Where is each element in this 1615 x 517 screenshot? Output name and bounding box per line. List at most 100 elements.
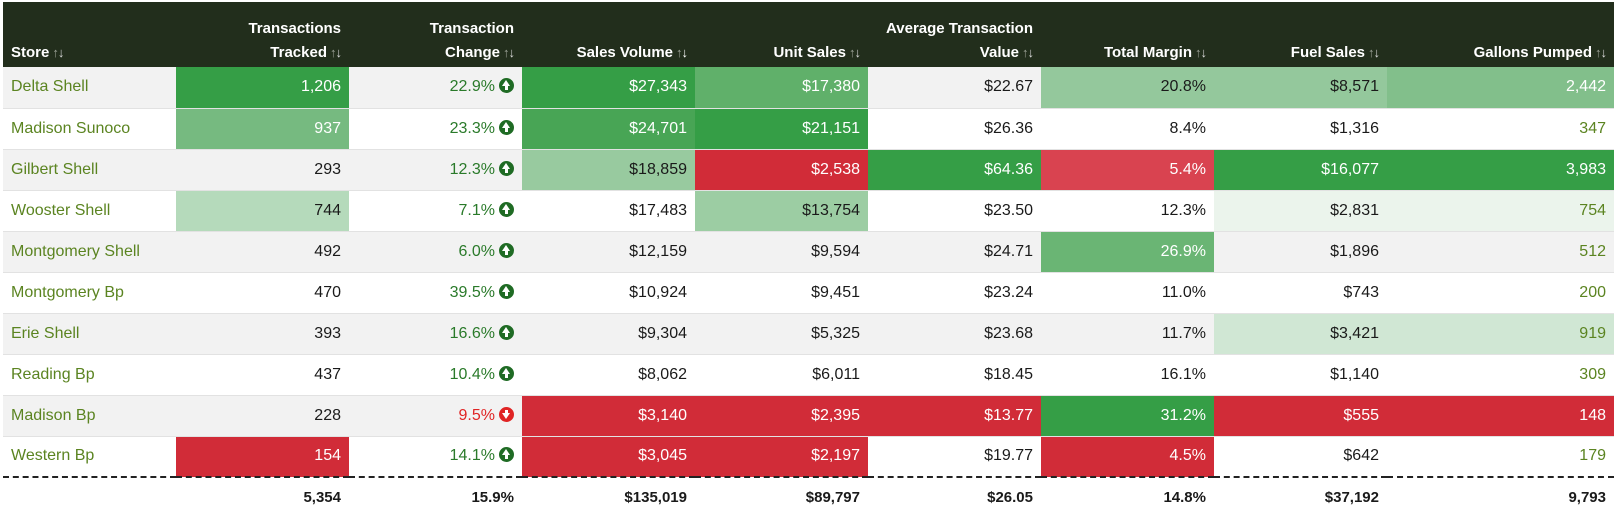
gallons-pumped-cell: 309 — [1387, 354, 1614, 396]
sales-volume-cell: $9,304 — [522, 313, 695, 355]
sort-icon[interactable]: ↑↓ — [52, 45, 64, 60]
change-value: 10.4% — [449, 365, 495, 383]
change-value: 16.6% — [449, 324, 495, 342]
table-row: Montgomery Shell 492 6.0% $12,159 $9,594… — [3, 231, 1614, 273]
fuel-sales-cell: $3,421 — [1214, 313, 1387, 355]
fuel-sales-cell: $743 — [1214, 272, 1387, 314]
sales-volume-cell: $10,924 — [522, 272, 695, 314]
header-transaction-change[interactable]: Transaction Change ↑↓ — [349, 2, 522, 67]
transaction-change-cell: 9.5% — [349, 395, 522, 437]
sort-icon[interactable]: ↑↓ — [330, 45, 342, 60]
gallons-pumped-cell: 754 — [1387, 190, 1614, 232]
table-header: Store ↑↓ Transactions Tracked ↑↓ Transactio… — [3, 2, 1614, 67]
change-value: 7.1% — [458, 201, 495, 219]
store-name[interactable]: Reading Bp — [3, 354, 176, 396]
gallons-pumped-cell: 347 — [1387, 108, 1614, 150]
sort-icon[interactable]: ↑↓ — [1595, 45, 1607, 60]
total-margin-cell: 31.2% — [1041, 395, 1214, 437]
header-store[interactable]: Store ↑↓ — [3, 2, 176, 67]
totals-row: 5,354 15.9% $135,019 $89,797 $26.05 14.8… — [3, 476, 1614, 517]
header-average-transaction-value[interactable]: Average Transaction Value ↑↓ — [868, 2, 1041, 67]
transactions-tracked-cell: 393 — [176, 313, 349, 355]
header-store-label: Store — [11, 44, 50, 61]
total-margin-cell: 26.9% — [1041, 231, 1214, 273]
sales-volume-cell: $18,859 — [522, 149, 695, 191]
arrow-up-icon — [499, 201, 514, 217]
total-margin-cell: 11.0% — [1041, 272, 1214, 314]
sales-volume-cell: $12,159 — [522, 231, 695, 273]
header-fuel-sales-label: Fuel Sales — [1290, 44, 1365, 61]
arrow-up-icon — [499, 283, 514, 299]
arrow-up-icon — [499, 447, 514, 463]
average-transaction-cell: $23.50 — [868, 190, 1041, 232]
arrow-down-icon — [499, 406, 514, 422]
fuel-sales-cell: $642 — [1214, 436, 1387, 478]
transactions-tracked-cell: 154 — [176, 436, 349, 478]
header-transactions-tracked-line1: Transactions — [248, 20, 341, 37]
table-row: Wooster Shell 744 7.1% $17,483 $13,754 $… — [3, 190, 1614, 232]
header-transactions-tracked[interactable]: Transactions Tracked ↑↓ — [176, 2, 349, 67]
total-margin-cell: 12.3% — [1041, 190, 1214, 232]
table-row: Madison Sunoco 937 23.3% $24,701 $21,151… — [3, 108, 1614, 150]
store-table: Store ↑↓ Transactions Tracked ↑↓ Transactio… — [3, 2, 1614, 517]
header-fuel-sales[interactable]: Fuel Sales ↑↓ — [1214, 2, 1387, 67]
store-name[interactable]: Madison Sunoco — [3, 108, 176, 150]
header-sales-volume[interactable]: Sales Volume ↑↓ — [522, 2, 695, 67]
change-value: 23.3% — [449, 119, 495, 137]
sort-icon[interactable]: ↑↓ — [1022, 45, 1034, 60]
change-value: 6.0% — [458, 242, 495, 260]
transactions-tracked-cell: 228 — [176, 395, 349, 437]
sort-icon[interactable]: ↑↓ — [1368, 45, 1380, 60]
store-name[interactable]: Delta Shell — [3, 67, 176, 109]
store-name[interactable]: Madison Bp — [3, 395, 176, 437]
unit-sales-cell: $2,538 — [695, 149, 868, 191]
sort-icon[interactable]: ↑↓ — [1195, 45, 1207, 60]
arrow-up-icon — [499, 242, 514, 258]
fuel-sales-cell: $8,571 — [1214, 67, 1387, 109]
fuel-sales-cell: $16,077 — [1214, 149, 1387, 191]
store-name[interactable]: Montgomery Shell — [3, 231, 176, 273]
transactions-tracked-cell: 293 — [176, 149, 349, 191]
transactions-tracked-cell: 492 — [176, 231, 349, 273]
header-unit-sales[interactable]: Unit Sales ↑↓ — [695, 2, 868, 67]
change-value: 12.3% — [449, 160, 495, 178]
table-row: Erie Shell 393 16.6% $9,304 $5,325 $23.6… — [3, 313, 1614, 355]
change-value: 22.9% — [449, 78, 495, 96]
header-sales-volume-label: Sales Volume — [576, 44, 673, 61]
sort-icon[interactable]: ↑↓ — [503, 45, 515, 60]
unit-sales-cell: $6,011 — [695, 354, 868, 396]
unit-sales-cell: $9,451 — [695, 272, 868, 314]
fuel-sales-cell: $1,316 — [1214, 108, 1387, 150]
unit-sales-cell: $2,395 — [695, 395, 868, 437]
transaction-change-cell: 16.6% — [349, 313, 522, 355]
arrow-up-icon — [499, 160, 514, 176]
arrow-up-icon — [499, 78, 514, 94]
table-row: Western Bp 154 14.1% $3,045 $2,197 $19.7… — [3, 436, 1614, 478]
gallons-pumped-cell: 200 — [1387, 272, 1614, 314]
table-body: Delta Shell 1,206 22.9% $27,343 $17,380 … — [3, 67, 1614, 478]
table-row: Reading Bp 437 10.4% $8,062 $6,011 $18.4… — [3, 354, 1614, 396]
header-average-transaction-line1: Average Transaction — [885, 20, 1033, 37]
total-transaction-change: 15.9% — [349, 476, 522, 517]
total-unit-sales: $89,797 — [695, 476, 868, 517]
unit-sales-cell: $2,197 — [695, 436, 868, 478]
header-gallons-pumped[interactable]: Gallons Pumped ↑↓ — [1387, 2, 1614, 67]
total-margin-cell: 8.4% — [1041, 108, 1214, 150]
fuel-sales-cell: $1,140 — [1214, 354, 1387, 396]
header-total-margin-label: Total Margin — [1103, 44, 1192, 61]
store-name[interactable]: Erie Shell — [3, 313, 176, 355]
store-name[interactable]: Montgomery Bp — [3, 272, 176, 314]
sort-icon[interactable]: ↑↓ — [849, 45, 861, 60]
average-transaction-cell: $23.24 — [868, 272, 1041, 314]
sales-volume-cell: $27,343 — [522, 67, 695, 109]
gallons-pumped-cell: 148 — [1387, 395, 1614, 437]
store-name[interactable]: Gilbert Shell — [3, 149, 176, 191]
header-total-margin[interactable]: Total Margin ↑↓ — [1041, 2, 1214, 67]
transactions-tracked-cell: 744 — [176, 190, 349, 232]
store-name[interactable]: Western Bp — [3, 436, 176, 478]
sort-active-icon[interactable]: ↑↓ — [676, 45, 688, 60]
unit-sales-cell: $21,151 — [695, 108, 868, 150]
table-row: Madison Bp 228 9.5% $3,140 $2,395 $13.77… — [3, 395, 1614, 437]
header-average-transaction-line2: Value — [979, 44, 1019, 61]
store-name[interactable]: Wooster Shell — [3, 190, 176, 232]
